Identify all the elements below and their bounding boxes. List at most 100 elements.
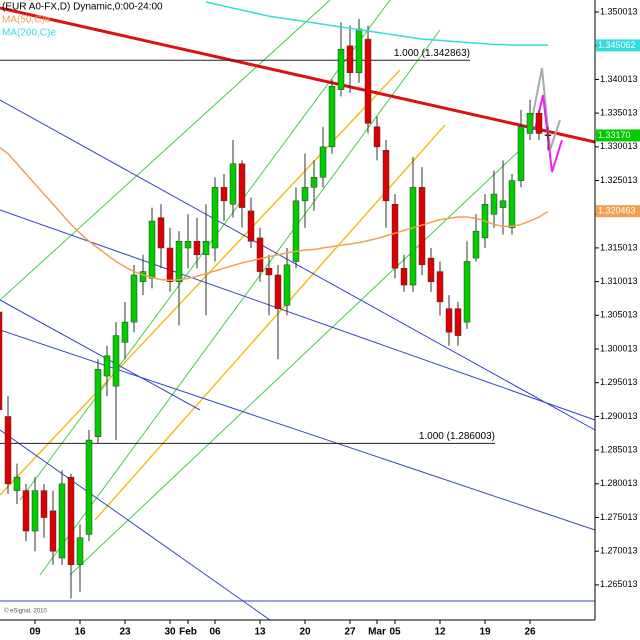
x-tick-label: 27 — [344, 627, 356, 638]
level-label: 1.000 (1.342863) — [394, 48, 470, 59]
candle-body — [211, 187, 219, 249]
candle-body — [238, 163, 246, 208]
legend-entry: MA(200,C)e — [2, 28, 56, 39]
y-tick-label: 1.335013 — [600, 108, 638, 118]
candle-body — [328, 86, 336, 148]
candle-body — [364, 38, 372, 124]
candle-body — [175, 241, 183, 282]
candle-body — [67, 476, 75, 565]
candle-body — [229, 163, 237, 205]
y-tick-label: 1.265013 — [600, 579, 638, 589]
y-tick-label: 1.285013 — [600, 444, 638, 454]
y-tick-label: 1.270013 — [600, 546, 638, 556]
candle-body — [13, 476, 21, 491]
candles — [0, 18, 552, 599]
candle-body — [454, 308, 462, 336]
candle-body — [121, 321, 129, 343]
x-tick-label: 12 — [434, 627, 446, 638]
candle-body — [382, 150, 390, 202]
candle-body — [4, 416, 12, 485]
channel-line — [69, 149, 521, 576]
candle-body — [445, 308, 453, 333]
candle-body — [247, 210, 255, 242]
candle-body — [409, 187, 417, 286]
candle-body — [184, 241, 192, 249]
candle-body — [148, 220, 156, 279]
candle-body — [427, 257, 435, 282]
candle-body — [94, 369, 102, 437]
price-tag-label: 1.33170 — [598, 130, 631, 140]
moving-averages — [0, 1, 549, 282]
candle-body — [166, 247, 174, 282]
candle-body — [292, 200, 300, 262]
candle-body — [355, 28, 363, 74]
candle-body — [508, 180, 516, 229]
candle-body — [22, 490, 30, 532]
channel-line — [39, 29, 441, 576]
x-tick-label: 06 — [209, 627, 221, 638]
candle-body — [139, 271, 147, 282]
candle-body — [346, 45, 354, 74]
axis-labels: 1.3500131.3450131.3400131.3350131.330013… — [29, 6, 640, 638]
trend-line — [0, 209, 596, 421]
candle-body — [76, 537, 84, 565]
candle-body — [40, 490, 48, 518]
levels: 1.000 (1.342863) 1.000 (1.286003) — [0, 48, 495, 444]
candle-body — [310, 176, 318, 188]
legend-entry: MA(50,C)e — [2, 15, 51, 26]
moving-average-line — [0, 146, 549, 282]
y-tick-label: 1.330013 — [600, 141, 638, 151]
candle-body — [463, 261, 471, 323]
candle-body — [283, 264, 291, 306]
trend-line — [0, 6, 596, 144]
price-tag — [596, 205, 640, 218]
candle-body — [517, 126, 525, 181]
y-tick-label: 1.275013 — [600, 512, 638, 522]
forecast-path — [529, 67, 561, 151]
x-tick-label: 05 — [389, 627, 401, 638]
channel-line — [0, 0, 331, 301]
candle-body — [301, 187, 309, 202]
x-tick-label: 13 — [254, 627, 266, 638]
y-tick-label: 1.300013 — [600, 343, 638, 353]
candle-body — [319, 146, 327, 178]
candle-body — [373, 126, 381, 148]
trend-line — [0, 329, 596, 531]
y-tick-label: 1.280013 — [600, 478, 638, 488]
candle-body — [85, 439, 93, 535]
y-tick-label: 1.305013 — [600, 310, 638, 320]
x-tick-label: 26 — [524, 627, 536, 638]
candle-body — [157, 217, 165, 249]
candle-body — [535, 112, 543, 134]
x-tick-label: 20 — [299, 627, 311, 638]
x-tick-label: 30 — [164, 627, 176, 638]
candle-body — [256, 237, 264, 272]
y-tick-label: 1.315013 — [600, 242, 638, 252]
y-tick-label: 1.295013 — [600, 377, 638, 387]
candle-body — [202, 241, 210, 255]
candle-body — [58, 483, 66, 559]
trend-line — [0, 99, 596, 431]
candle-body — [130, 274, 138, 323]
candle-body — [0, 311, 3, 410]
x-tick-label: 16 — [74, 627, 86, 638]
trend-line — [0, 429, 271, 621]
candle-body — [490, 193, 498, 215]
candle-body — [49, 510, 57, 552]
candle-body — [400, 267, 408, 286]
price-tag-label: 1.345062 — [598, 40, 636, 50]
x-tick-label: Feb — [179, 627, 197, 638]
x-tick-label: 09 — [29, 627, 41, 638]
x-tick-label: 19 — [479, 627, 491, 638]
y-tick-label: 1.310013 — [600, 276, 638, 286]
candle-body — [337, 48, 345, 90]
price-tag — [596, 129, 640, 142]
candle-body — [391, 203, 399, 269]
candle-body — [265, 267, 273, 276]
candle-body — [526, 112, 534, 134]
candle-body — [193, 241, 201, 255]
candle-body — [274, 274, 282, 309]
candle-body — [31, 490, 39, 532]
